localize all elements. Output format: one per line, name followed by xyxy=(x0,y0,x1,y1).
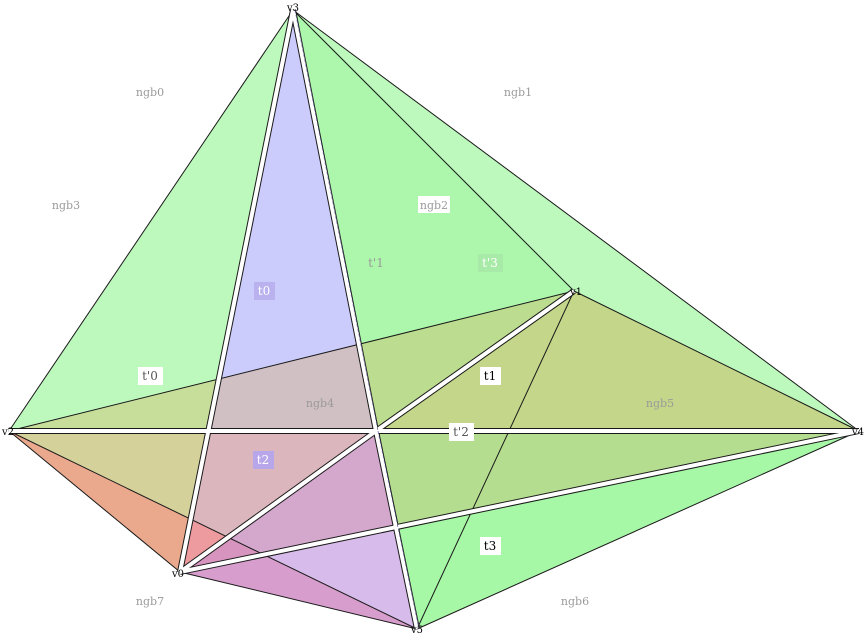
edge-v0-v4 xyxy=(179,429,860,574)
triangle-label-tp2: t'2 xyxy=(453,425,469,439)
region-labels: ngb0 ngb1 ngb2 ngb3 ngb4 ngb5 ngb6 ngb7 xyxy=(52,86,674,608)
vertex-label-v5: v5 xyxy=(410,625,423,636)
edge-v2-v0 xyxy=(8,430,181,573)
triangle-label-tp0: t'0 xyxy=(142,369,158,383)
edge-v3-v0 xyxy=(178,9,295,573)
vertex-label-v3: v3 xyxy=(286,3,299,14)
triangle-tp1-fill xyxy=(293,10,574,431)
edge-v3-center xyxy=(291,9,378,432)
edge-center-v5 xyxy=(374,430,419,630)
triangle-labels: t0 t1 t2 t3 t'0 t'1 t'2 t'3 xyxy=(138,254,503,555)
edge-v3-v2 xyxy=(8,9,294,432)
triangle-t1-fill xyxy=(376,291,859,431)
triangle-label-tp1: t'1 xyxy=(368,256,384,270)
edge-v1-v5 xyxy=(416,290,575,630)
vertex-labels: v3 v1 v2 v4 v0 v5 xyxy=(1,3,864,636)
region-label-ngb4: ngb4 xyxy=(306,397,334,410)
triangle-label-t1: t1 xyxy=(484,369,496,383)
triangle-t2-fill xyxy=(180,431,417,629)
region-ngb1-triangle xyxy=(293,10,859,629)
region-label-ngb2: ngb2 xyxy=(420,199,448,212)
region-label-ngb6: ngb6 xyxy=(561,595,589,608)
triangle-label-t0: t0 xyxy=(258,284,270,298)
region-label-ngb1: ngb1 xyxy=(504,86,532,99)
triangle-t3-fill xyxy=(376,431,859,629)
edge-v3-v4 xyxy=(292,9,860,432)
region-label-ngb7: ngb7 xyxy=(136,595,164,608)
edge-v5-v4 xyxy=(416,430,860,630)
thin-edges xyxy=(8,9,860,630)
thick-edges xyxy=(9,9,860,630)
triangle-label-t2: t2 xyxy=(257,453,269,467)
edge-v2-v5 xyxy=(8,430,418,630)
edge-v1-v4 xyxy=(573,290,860,432)
triangle-label-t3: t3 xyxy=(484,539,496,553)
edge-center-v0 xyxy=(178,429,378,574)
region-label-ngb5: ngb5 xyxy=(646,397,674,410)
triangle-label-tp3: t'3 xyxy=(482,256,498,270)
vertex-label-v1: v1 xyxy=(569,287,582,298)
vertex-label-v4: v4 xyxy=(851,427,864,438)
edge-v2-v1 xyxy=(8,290,575,432)
edge-v3-v1 xyxy=(292,9,575,292)
edge-v0-v5 xyxy=(179,571,418,630)
region-label-ngb3: ngb3 xyxy=(52,199,80,212)
triangle-t3-blue-fill xyxy=(180,431,417,629)
triangle-tp0-fill xyxy=(9,291,859,431)
vertex-label-v0: v0 xyxy=(171,569,184,580)
region-label-ngb0: ngb0 xyxy=(136,86,164,99)
vertex-label-v2: v2 xyxy=(1,427,14,438)
edge-center-v1 xyxy=(374,289,576,433)
